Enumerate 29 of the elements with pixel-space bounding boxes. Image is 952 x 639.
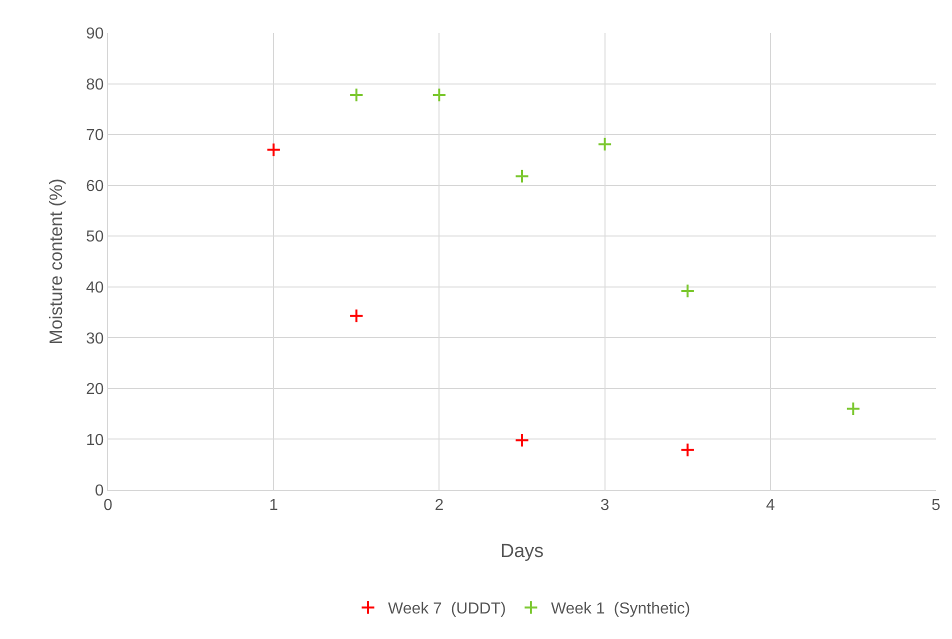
x-tick-label: 4	[766, 497, 775, 514]
point	[680, 442, 695, 458]
point	[432, 88, 446, 102]
legend-label: Week 7 (UDDT)	[388, 600, 506, 618]
y-tick-label: 90	[86, 26, 104, 43]
y-tick-label: 30	[86, 330, 104, 348]
point	[266, 142, 281, 158]
point	[349, 308, 364, 324]
y-tick-label: 20	[86, 381, 104, 398]
y-tick-label: 60	[86, 178, 104, 195]
point	[514, 168, 530, 184]
point	[598, 136, 612, 152]
y-tick-label: 0	[94, 482, 104, 500]
y-tick-label: 80	[86, 76, 104, 94]
point	[846, 401, 860, 416]
x-tick-label: 3	[600, 497, 610, 514]
x-axis-title: Days	[500, 541, 544, 562]
legend-label: Week 1 (Synthetic)	[550, 600, 690, 618]
x-tick-label: 2	[434, 497, 444, 514]
y-axis-title: Moisture content (%)	[46, 178, 66, 345]
y-tick-label: 10	[86, 432, 104, 449]
y-tick-label: 70	[86, 127, 104, 144]
point	[349, 88, 364, 102]
point	[680, 284, 695, 298]
y-tick-label: 50	[86, 228, 104, 246]
y-tick-label: 40	[86, 279, 104, 296]
x-tick-label: 5	[932, 497, 941, 514]
point	[514, 432, 530, 448]
x-tick-label: 1	[269, 497, 278, 514]
